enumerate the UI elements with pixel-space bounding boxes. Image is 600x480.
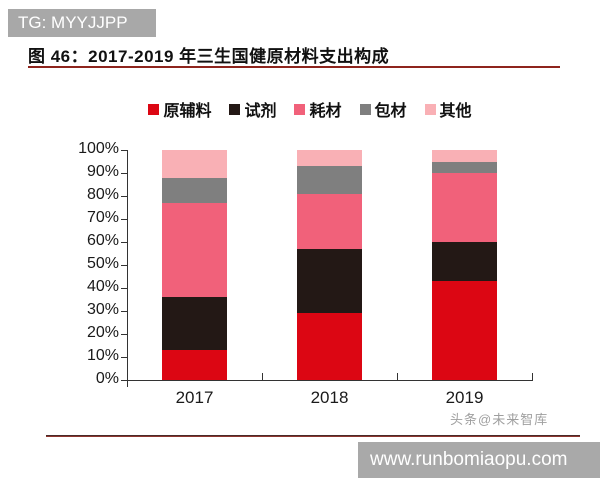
y-axis-tick <box>121 357 127 358</box>
legend-label: 耗材 <box>309 103 342 120</box>
y-axis-tick-label: 100% <box>78 140 119 158</box>
y-axis-line <box>127 150 128 387</box>
y-axis-tick-label: 50% <box>86 255 119 273</box>
y-axis-tick <box>121 242 127 243</box>
legend-label: 试剂 <box>244 103 277 120</box>
bar-segment-试剂-2017 <box>162 297 227 351</box>
bottom-divider <box>46 435 580 437</box>
legend-item: 试剂 <box>229 97 276 121</box>
bar-2019 <box>432 150 497 380</box>
source-tag-badge: TG: MYYJJPP <box>8 9 156 37</box>
y-axis-tick-label: 40% <box>86 278 119 296</box>
y-axis-tick <box>121 380 127 381</box>
bar-segment-原辅料-2019 <box>432 281 497 380</box>
y-axis-tick-label: 10% <box>86 347 119 365</box>
legend-marker-icon <box>148 103 160 115</box>
bar-segment-包材-2019 <box>432 161 497 173</box>
y-axis-tick <box>121 265 127 266</box>
y-axis-tick <box>121 288 127 289</box>
bar-segment-耗材-2018 <box>297 193 362 249</box>
y-axis-tick-label: 70% <box>86 209 119 227</box>
legend-label: 原辅料 <box>163 103 212 120</box>
figure-title: 图 46：2017-2019 年三生国健原材料支出构成 <box>28 47 390 66</box>
bar-segment-耗材-2019 <box>432 173 497 242</box>
stacked-bar-chart: 原辅料 试剂 耗材 包材 其他 100% 90% 80% 70% 60% 50% 40% 30% 20%… <box>0 80 600 420</box>
chart-plot: 100% 90% 80% 70% 60% 50% 40% 30% 20% 10% 0% 2017 201… <box>0 80 600 420</box>
y-axis-tick-label: 20% <box>86 324 119 342</box>
bar-segment-耗材-2017 <box>162 202 227 298</box>
bar-segment-试剂-2018 <box>297 248 362 314</box>
y-axis-tick-label: 90% <box>86 163 119 181</box>
x-axis-tick <box>532 373 533 380</box>
y-axis-tick-label: 0% <box>95 370 119 388</box>
bar-segment-其他-2017 <box>162 150 227 178</box>
bar-segment-试剂-2019 <box>432 242 497 282</box>
bar-segment-原辅料-2017 <box>162 350 227 380</box>
legend-item: 其他 <box>424 97 472 121</box>
y-axis-tick <box>121 196 127 197</box>
bar-segment-包材-2017 <box>162 177 227 203</box>
y-axis-tick-label: 80% <box>86 186 119 204</box>
legend-label: 其他 <box>439 103 472 120</box>
legend-marker-icon <box>229 103 241 115</box>
bar-2018 <box>297 150 362 380</box>
website-badge: www.runbomiaopu.com <box>358 442 600 478</box>
y-axis-tick <box>121 173 127 174</box>
title-underline <box>28 66 560 68</box>
legend-item: 耗材 <box>294 97 342 121</box>
y-axis-tick-label: 30% <box>86 301 119 319</box>
chart-legend: 原辅料 试剂 耗材 包材 其他 <box>0 97 600 121</box>
legend-item: 包材 <box>359 97 407 121</box>
y-axis-tick <box>121 311 127 312</box>
y-axis-tick <box>121 334 127 335</box>
legend-item: 原辅料 <box>148 97 211 121</box>
x-axis-line <box>127 380 533 381</box>
x-axis-category-label: 2018 <box>310 388 349 407</box>
x-axis-tick <box>262 373 263 380</box>
bar-segment-其他-2019 <box>432 150 497 162</box>
watermark-text: 头条@未来智库 <box>450 412 549 427</box>
x-axis-tick <box>397 373 398 380</box>
bar-segment-其他-2018 <box>297 150 362 167</box>
x-axis-category-label: 2019 <box>445 388 484 407</box>
bar-segment-原辅料-2018 <box>297 313 362 380</box>
legend-marker-icon <box>294 103 306 115</box>
legend-marker-icon <box>424 103 436 115</box>
bar-2017 <box>162 150 227 380</box>
x-axis-category-label: 2017 <box>175 388 214 407</box>
y-axis-tick <box>121 219 127 220</box>
legend-marker-icon <box>359 103 371 115</box>
legend-label: 包材 <box>374 103 407 120</box>
y-axis-tick <box>121 150 127 151</box>
y-axis-tick-label: 60% <box>86 232 119 250</box>
bar-segment-包材-2018 <box>297 166 362 194</box>
